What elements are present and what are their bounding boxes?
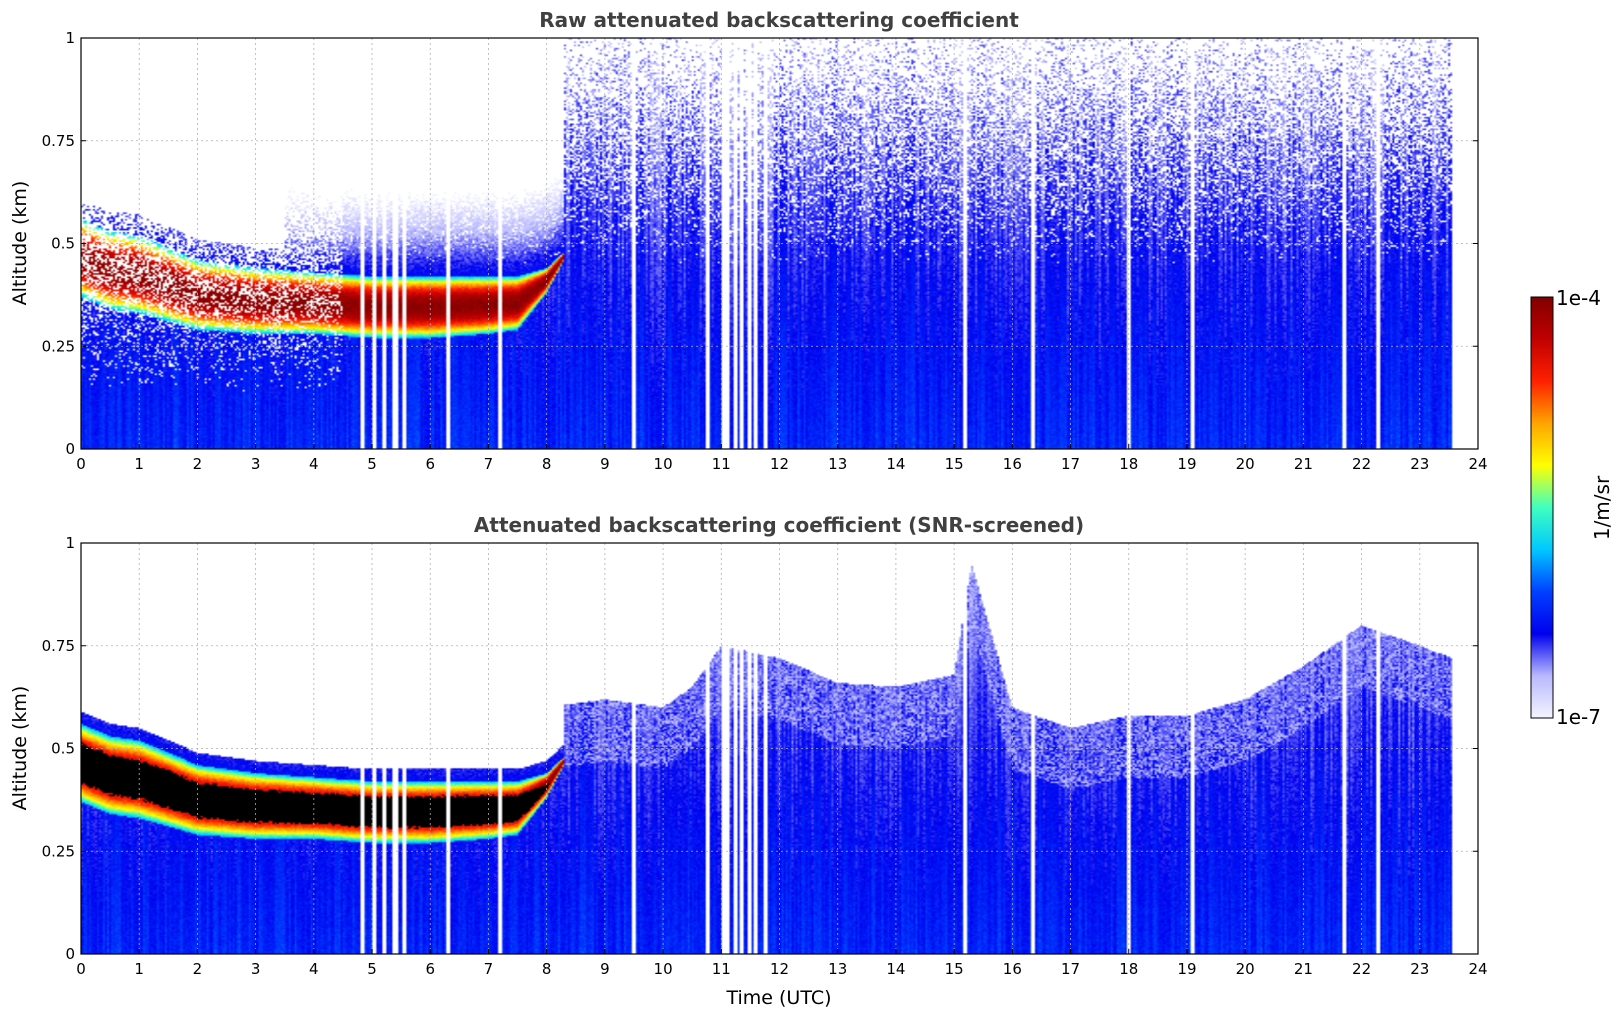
x-tick-label: 1 bbox=[134, 455, 144, 473]
x-tick-label: 22 bbox=[1352, 960, 1371, 978]
x-tick-label: 20 bbox=[1236, 455, 1255, 473]
colorbar-unit-label: 1/m/sr bbox=[1590, 475, 1614, 540]
y-tick-label: 0 bbox=[65, 440, 75, 458]
x-tick-label: 2 bbox=[193, 455, 203, 473]
x-tick-label: 16 bbox=[1003, 960, 1022, 978]
x-tick-label: 14 bbox=[886, 960, 905, 978]
x-tick-label: 5 bbox=[367, 960, 377, 978]
x-tick-label: 15 bbox=[945, 960, 964, 978]
y-tick-label: 0 bbox=[65, 945, 75, 963]
screened-gridlines bbox=[81, 543, 1478, 954]
x-tick-label: 16 bbox=[1003, 455, 1022, 473]
x-tick-label: 24 bbox=[1468, 455, 1487, 473]
x-tick-label: 23 bbox=[1410, 960, 1429, 978]
y-tick-label: 1 bbox=[65, 29, 75, 47]
x-tick-label: 6 bbox=[425, 455, 435, 473]
x-tick-label: 6 bbox=[425, 960, 435, 978]
x-tick-label: 3 bbox=[251, 455, 261, 473]
x-tick-label: 17 bbox=[1061, 960, 1080, 978]
x-tick-label: 15 bbox=[945, 455, 964, 473]
y-tick-label: 0.75 bbox=[42, 637, 75, 655]
y-tick-label: 0.25 bbox=[42, 842, 75, 860]
raw-panel-title: Raw attenuated backscattering coefficien… bbox=[539, 8, 1019, 32]
x-tick-label: 23 bbox=[1410, 455, 1429, 473]
x-tick-label: 0 bbox=[76, 455, 86, 473]
x-tick-label: 4 bbox=[309, 960, 319, 978]
x-tick-label: 7 bbox=[484, 960, 494, 978]
x-tick-label: 19 bbox=[1177, 455, 1196, 473]
x-tick-label: 22 bbox=[1352, 455, 1371, 473]
x-tick-label: 24 bbox=[1468, 960, 1487, 978]
raw-gridlines bbox=[81, 38, 1478, 449]
x-tick-label: 9 bbox=[600, 455, 610, 473]
x-tick-label: 4 bbox=[309, 455, 319, 473]
x-tick-label: 18 bbox=[1119, 960, 1138, 978]
raw-y-axis-ticks: 0 0.25 0.5 0.75 1 bbox=[42, 29, 1478, 458]
y-tick-label: 1 bbox=[65, 534, 75, 552]
x-tick-label: 10 bbox=[654, 455, 673, 473]
x-tick-label: 8 bbox=[542, 960, 552, 978]
x-tick-label: 20 bbox=[1236, 960, 1255, 978]
x-axis-label: Time (UTC) bbox=[725, 987, 831, 1009]
x-tick-label: 7 bbox=[484, 455, 494, 473]
x-tick-label: 14 bbox=[886, 455, 905, 473]
x-tick-label: 17 bbox=[1061, 455, 1080, 473]
colorbar-min-label: 1e-7 bbox=[1556, 705, 1601, 729]
x-tick-label: 8 bbox=[542, 455, 552, 473]
x-tick-label: 11 bbox=[712, 455, 731, 473]
x-tick-label: 19 bbox=[1177, 960, 1196, 978]
x-tick-label: 21 bbox=[1294, 455, 1313, 473]
y-tick-label: 0.25 bbox=[42, 337, 75, 355]
screened-y-axis-label: Altitude (km) bbox=[9, 686, 31, 811]
x-tick-label: 5 bbox=[367, 455, 377, 473]
screened-backscatter-panel: Attenuated backscattering coefficient (S… bbox=[9, 513, 1488, 1009]
screened-x-axis-ticks: 0 1 2 3 4 5 6 7 8 9 10 11 12 13 14 15 16 17 18 19 20 21 22 23 24 bbox=[76, 949, 1488, 978]
raw-y-axis-label: Altitude (km) bbox=[9, 181, 31, 306]
x-tick-label: 11 bbox=[712, 960, 731, 978]
x-tick-label: 2 bbox=[193, 960, 203, 978]
raw-x-axis-ticks: 0 1 2 3 4 5 6 7 8 9 10 11 12 13 14 15 16 17 18 19 20 21 22 23 24 bbox=[76, 444, 1488, 473]
x-tick-label: 12 bbox=[770, 960, 789, 978]
colorbar-max-label: 1e-4 bbox=[1556, 286, 1601, 310]
x-tick-label: 13 bbox=[828, 960, 847, 978]
x-tick-label: 9 bbox=[600, 960, 610, 978]
x-tick-label: 1 bbox=[134, 960, 144, 978]
x-tick-label: 10 bbox=[654, 960, 673, 978]
raw-backscatter-panel: Raw attenuated backscattering coefficien… bbox=[9, 8, 1488, 473]
x-tick-label: 18 bbox=[1119, 455, 1138, 473]
y-tick-label: 0.75 bbox=[42, 132, 75, 150]
x-tick-label: 0 bbox=[76, 960, 86, 978]
y-tick-label: 0.5 bbox=[51, 740, 75, 758]
colorbar-gradient bbox=[1530, 296, 1554, 719]
colorbar: 1e-4 1e-7 1/m/sr bbox=[1530, 286, 1614, 729]
y-tick-label: 0.5 bbox=[51, 235, 75, 253]
x-tick-label: 12 bbox=[770, 455, 789, 473]
x-tick-label: 21 bbox=[1294, 960, 1313, 978]
screened-panel-title: Attenuated backscattering coefficient (S… bbox=[474, 513, 1084, 537]
x-tick-label: 3 bbox=[251, 960, 261, 978]
screened-y-axis-ticks: 0 0.25 0.5 0.75 1 bbox=[42, 534, 1478, 963]
x-tick-label: 13 bbox=[828, 455, 847, 473]
